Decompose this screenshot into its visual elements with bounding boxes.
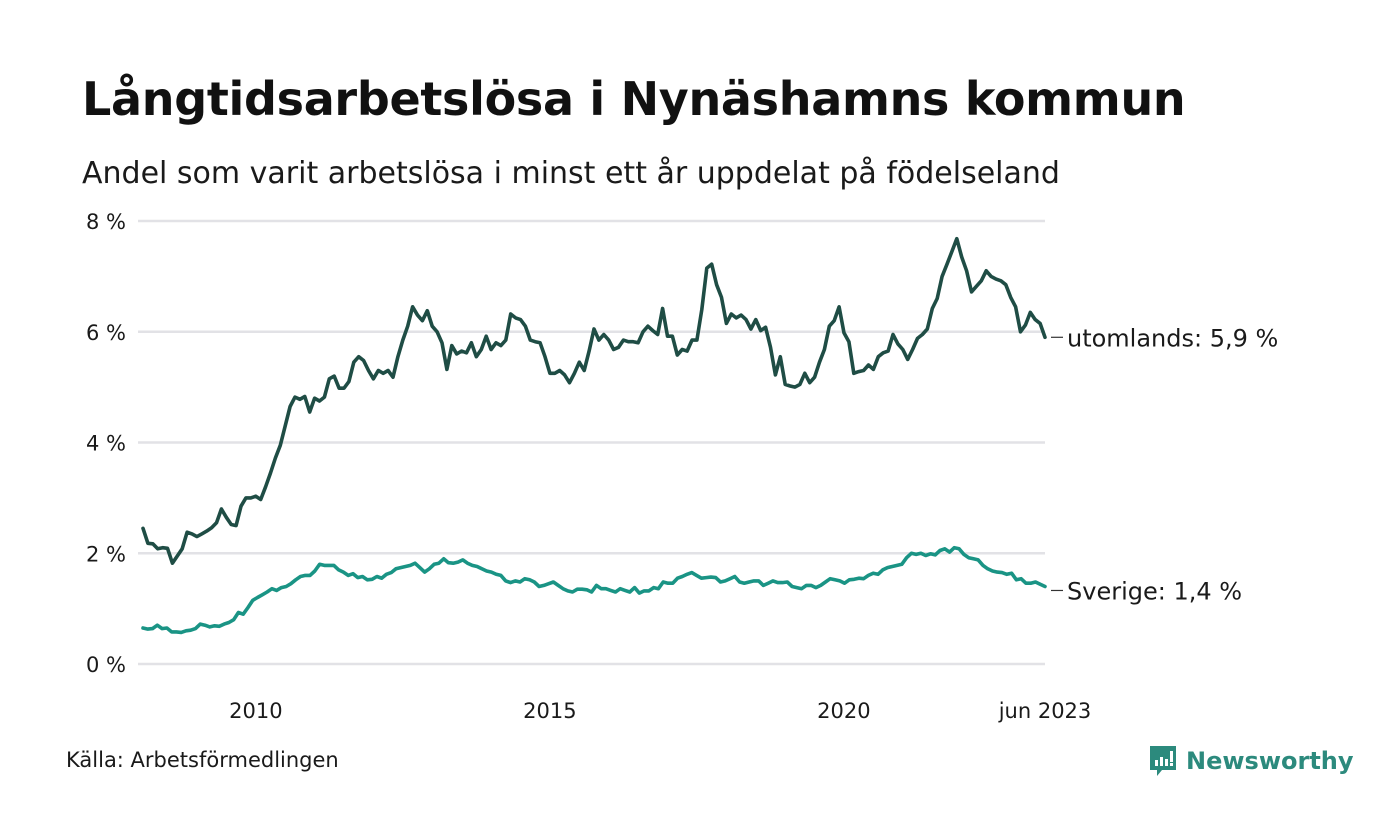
series-line-utomlands (141, 236, 1047, 565)
x-tick-label: jun 2023 (998, 699, 1092, 723)
source-note: Källa: Arbetsförmedlingen (66, 748, 339, 772)
y-tick-label: 8 % (86, 210, 126, 234)
brand-name: Newsworthy (1186, 747, 1354, 775)
series-labels: utomlands: 5,9 % Sverige: 1,4 % (1051, 324, 1278, 605)
chart-title: Långtidsarbetslösa i Nynäshamns kommun (82, 72, 1186, 126)
newsworthy-logo-icon (1150, 746, 1176, 776)
x-tick-label: 2010 (229, 699, 282, 723)
series-line-sverige (141, 545, 1047, 635)
series-label-sverige: Sverige: 1,4 % (1067, 577, 1242, 605)
x-tick-label: 2015 (523, 699, 576, 723)
x-axis-ticks: 2010 2015 2020 jun 2023 (229, 699, 1091, 723)
series-lines (141, 236, 1047, 635)
brand-logo[interactable]: Newsworthy (1148, 744, 1354, 778)
y-axis-ticks: 0 % 2 % 4 % 6 % 8 % (86, 210, 126, 677)
y-tick-label: 4 % (86, 432, 126, 456)
series-label-utomlands: utomlands: 5,9 % (1067, 324, 1278, 352)
y-tick-label: 2 % (86, 542, 126, 566)
chart-subtitle: Andel som varit arbetslösa i minst ett å… (82, 156, 1060, 191)
x-tick-label: 2020 (817, 699, 870, 723)
y-tick-label: 0 % (86, 653, 126, 677)
gridlines (138, 219, 1045, 666)
y-tick-label: 6 % (86, 321, 126, 345)
